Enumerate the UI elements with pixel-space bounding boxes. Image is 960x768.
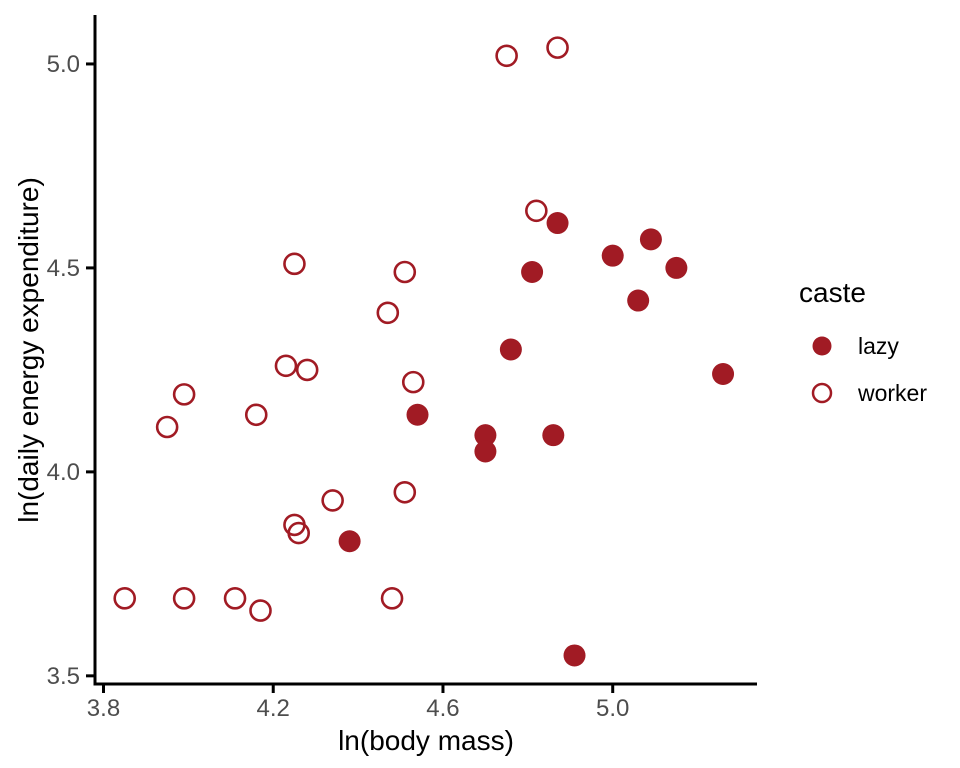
legend: caste lazy worker (799, 277, 927, 406)
data-point-worker (274, 354, 298, 378)
data-point-worker (546, 36, 569, 59)
data-point-lazy (546, 212, 569, 235)
data-point-lazy (338, 530, 361, 553)
x-tick-label: 5.0 (596, 695, 629, 722)
data-point-worker (249, 599, 272, 622)
data-point-worker (223, 587, 247, 610)
legend-label-lazy: lazy (858, 333, 899, 359)
data-point-worker (172, 383, 196, 406)
data-point-lazy (406, 403, 429, 426)
y-axis-title: ln(daily energy expenditure) (13, 177, 44, 523)
lazy-filled-circle-icon (812, 336, 832, 356)
data-point-worker (244, 403, 268, 427)
data-point-lazy (542, 424, 565, 447)
worker-open-circle-icon (811, 382, 833, 404)
y-tick-label: 3.5 (47, 663, 80, 690)
y-tick-label: 4.5 (47, 255, 80, 282)
data-point-worker (495, 44, 518, 68)
data-point-worker (283, 252, 306, 276)
data-point-worker (321, 489, 344, 512)
data-point-lazy (474, 424, 497, 447)
data-point-worker (393, 480, 417, 504)
legend-item-lazy: lazy (812, 333, 899, 359)
data-point-lazy (521, 260, 544, 283)
x-axis-title: ln(body mass) (338, 725, 514, 756)
data-point-worker (295, 358, 319, 382)
data-point-worker (376, 301, 400, 325)
data-point-worker (525, 199, 548, 223)
data-point-lazy (665, 256, 688, 279)
x-axis-ticks: 3.8 4.2 4.6 5.0 (87, 685, 629, 722)
legend-item-worker: worker (811, 380, 927, 406)
data-point-worker (155, 415, 179, 439)
data-point-worker (393, 260, 417, 284)
data-point-lazy (712, 362, 735, 385)
data-point-lazy (474, 440, 497, 463)
data-point-worker (380, 587, 404, 610)
data-point-lazy (601, 244, 624, 267)
y-tick-label: 4.0 (47, 459, 80, 486)
data-point-worker (113, 587, 137, 610)
y-tick-label: 5.0 (47, 51, 80, 78)
data-point-lazy (627, 289, 650, 312)
x-tick-label: 4.2 (257, 695, 290, 722)
data-point-worker (401, 370, 425, 394)
data-points (113, 36, 735, 667)
data-point-lazy (563, 644, 586, 667)
data-point-lazy (499, 338, 522, 361)
data-point-worker (172, 587, 196, 610)
legend-title: caste (799, 277, 866, 308)
legend-label-worker: worker (857, 380, 927, 406)
y-axis-ticks: 3.5 4.0 4.5 5.0 (47, 51, 94, 690)
data-point-worker (287, 521, 310, 545)
x-tick-label: 3.8 (87, 695, 120, 722)
data-point-lazy (639, 228, 662, 251)
x-tick-label: 4.6 (426, 695, 459, 722)
